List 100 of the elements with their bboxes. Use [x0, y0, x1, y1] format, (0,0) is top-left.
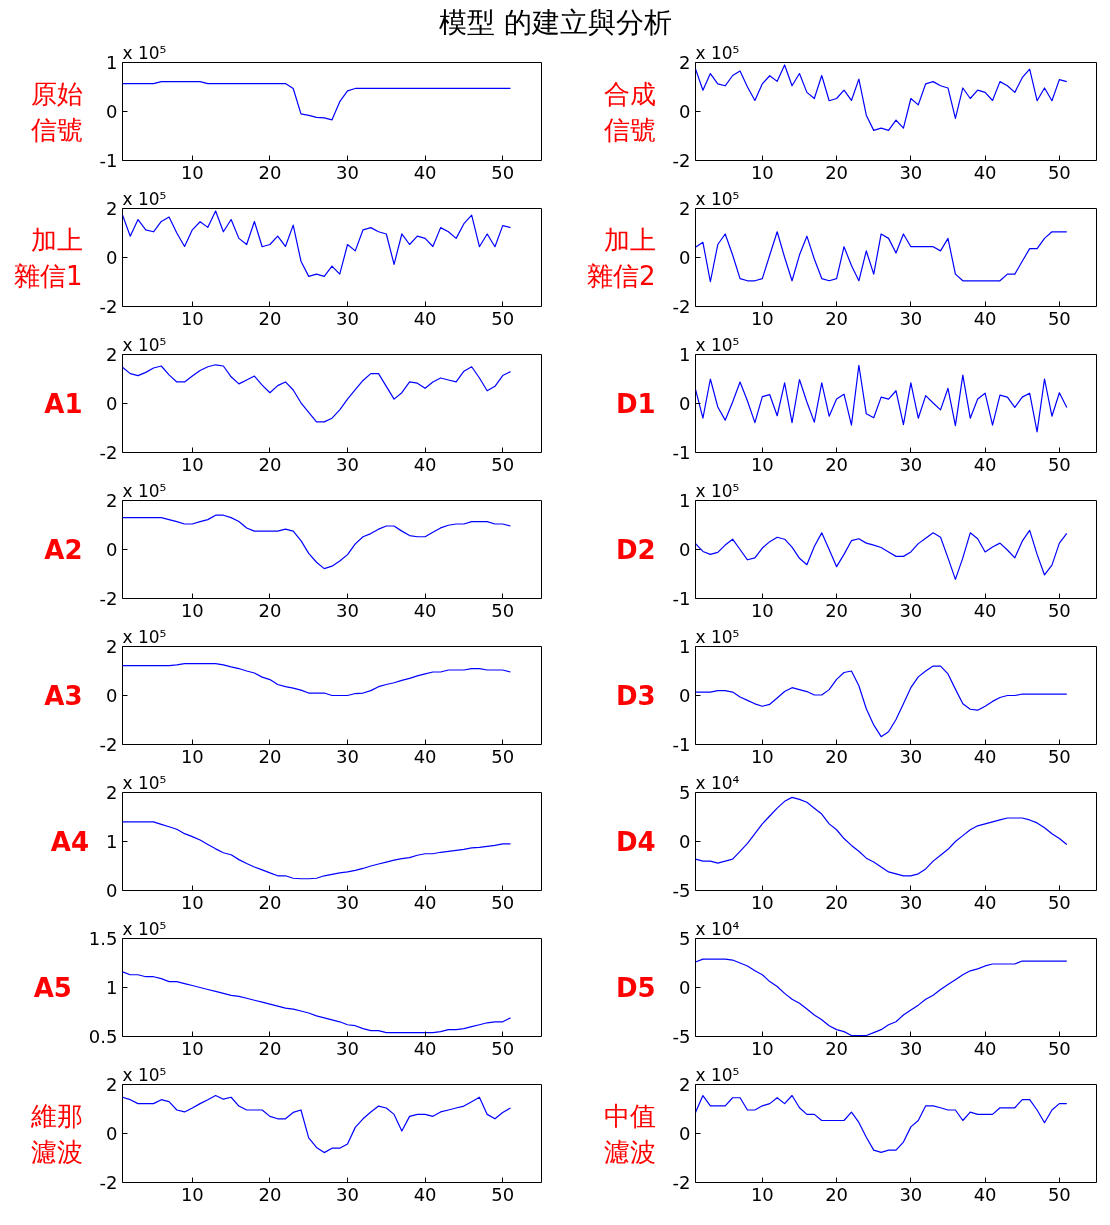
x-tick-label: 30	[336, 1183, 359, 1205]
x-tick-label: 10	[750, 161, 774, 183]
y-tick-label: -5	[672, 1026, 691, 1047]
y-tick-label: -1	[672, 588, 691, 609]
y-axis-title: 合成信號	[603, 78, 656, 145]
annotation: x 10⁵	[122, 334, 167, 355]
x-tick-label: 50	[1047, 599, 1071, 621]
annotation: x 10⁵	[122, 1064, 167, 1085]
x-tick-label: 30	[336, 161, 359, 183]
annotation: x 10⁴	[695, 918, 740, 939]
x-tick-label: 10	[180, 161, 204, 183]
x-tick-label: 20	[258, 891, 282, 913]
line-series	[122, 514, 512, 570]
y-axis-title: D2	[615, 534, 656, 565]
chart-title: 模型 的建立與分析	[439, 6, 672, 39]
x-tick-label: 10	[180, 599, 204, 621]
x-tick-label: 40	[973, 161, 997, 183]
y-tick-label: 1.5	[88, 928, 118, 949]
y-tick-label: 1	[679, 490, 691, 511]
y-tick-label: 2	[679, 198, 691, 219]
x-tick-label: 40	[973, 599, 997, 621]
x-tick-label: 50	[1047, 307, 1071, 329]
x-tick-label: 40	[973, 745, 997, 767]
y-tick-label: 0	[106, 247, 118, 268]
x-tick-label: 50	[1047, 453, 1071, 475]
line-series	[122, 821, 512, 880]
line-series	[695, 665, 1068, 738]
x-tick-label: 30	[899, 745, 923, 767]
y-tick-label: 2	[106, 1074, 118, 1095]
y-axis-title: 中值濾波	[603, 1100, 656, 1167]
x-tick-label: 50	[491, 161, 515, 183]
x-tick-label: 40	[413, 1183, 437, 1205]
x-tick-label: 20	[825, 599, 849, 621]
x-tick-label: 10	[180, 453, 204, 475]
y-tick-label: -2	[99, 1172, 118, 1193]
y-tick-label: 2	[106, 636, 118, 657]
x-tick-label: 20	[825, 1183, 849, 1205]
x-tick-label: 40	[973, 453, 997, 475]
annotation: x 10⁵	[122, 188, 167, 209]
x-tick-label: 20	[825, 1037, 849, 1059]
x-tick-label: 20	[258, 745, 282, 767]
annotation: x 10⁴	[695, 772, 740, 793]
x-tick-label: 10	[180, 1183, 204, 1205]
x-tick-label: 50	[1047, 891, 1071, 913]
y-tick-label: 0	[679, 1123, 691, 1144]
y-tick-label: 2	[679, 1074, 691, 1095]
y-axis-title: D3	[615, 680, 656, 711]
y-tick-label: 0	[106, 101, 118, 122]
y-axis-title: D4	[615, 826, 656, 857]
x-tick-label: 10	[180, 307, 204, 329]
x-tick-label: 30	[336, 307, 359, 329]
y-tick-label: 2	[106, 198, 118, 219]
line-series	[695, 231, 1068, 283]
x-tick-label: 40	[413, 745, 437, 767]
x-tick-label: 50	[491, 599, 515, 621]
x-tick-label: 20	[258, 1037, 282, 1059]
line-series	[122, 364, 512, 423]
y-tick-label: 0	[106, 393, 118, 414]
y-tick-label: 1	[679, 636, 691, 657]
y-tick-label: -2	[672, 150, 691, 171]
y-axis-title: A2	[44, 534, 83, 565]
x-tick-label: 20	[825, 307, 849, 329]
x-tick-label: 50	[1047, 1183, 1071, 1205]
line-series	[695, 64, 1068, 131]
y-tick-label: 1	[106, 977, 118, 998]
x-tick-label: 40	[413, 161, 437, 183]
x-tick-label: 20	[825, 453, 849, 475]
annotation: x 10⁵	[695, 626, 740, 647]
annotation: x 10⁵	[122, 918, 167, 939]
x-tick-label: 50	[1047, 1037, 1071, 1059]
x-tick-label: 50	[491, 307, 515, 329]
x-tick-label: 20	[825, 745, 849, 767]
x-tick-label: 20	[258, 307, 282, 329]
y-axis-title: A1	[44, 388, 83, 419]
y-tick-label: 0	[106, 1123, 118, 1144]
y-axis-title: A3	[44, 680, 83, 711]
annotation: x 10⁵	[122, 480, 167, 501]
x-tick-label: 20	[258, 599, 282, 621]
x-tick-label: 40	[413, 307, 437, 329]
x-tick-label: 30	[899, 161, 923, 183]
line-series	[122, 971, 512, 1034]
y-axis-title: 加上雜信1	[14, 224, 83, 291]
y-axis-title: A4	[50, 826, 90, 857]
annotation: x 10⁵	[122, 626, 167, 647]
y-tick-label: 0	[679, 247, 691, 268]
x-tick-label: 40	[413, 891, 437, 913]
y-tick-label: 2	[106, 344, 118, 365]
y-axis-title: A5	[33, 972, 72, 1003]
x-tick-label: 10	[180, 891, 204, 913]
x-tick-label: 30	[899, 599, 923, 621]
x-tick-label: 10	[750, 1183, 774, 1205]
x-tick-label: 10	[180, 745, 204, 767]
y-tick-label: 5	[679, 928, 691, 949]
y-tick-label: 5	[679, 782, 691, 803]
y-tick-label: -2	[672, 296, 691, 317]
annotation: x 10⁵	[695, 188, 740, 209]
y-tick-label: -2	[672, 1172, 691, 1193]
y-tick-label: 0	[106, 539, 118, 560]
x-tick-label: 50	[491, 891, 515, 913]
y-tick-label: 2	[679, 52, 691, 73]
